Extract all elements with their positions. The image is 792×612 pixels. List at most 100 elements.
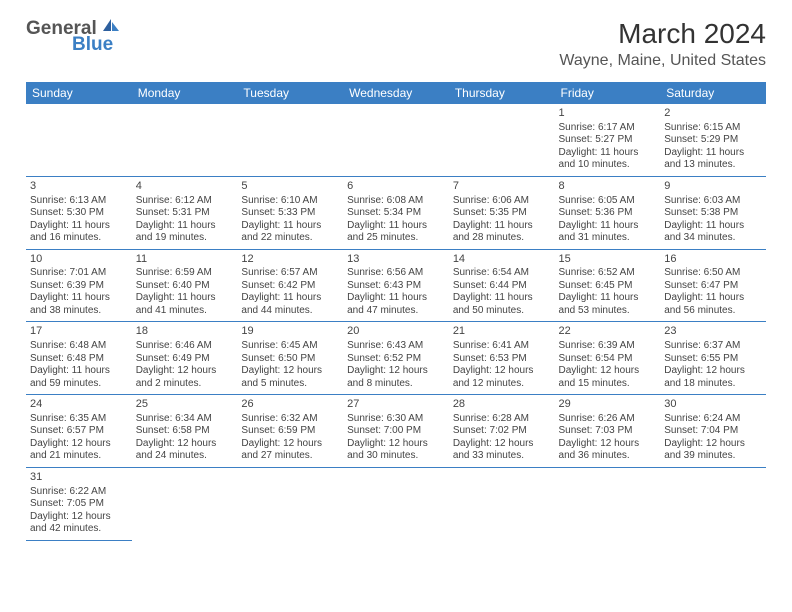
day-number: 2	[664, 107, 762, 121]
calendar-week: 24Sunrise: 6:35 AMSunset: 6:57 PM Dayligh…	[26, 395, 766, 468]
day-sunset: Sunset: 7:03 PM	[559, 425, 657, 438]
day-daylight: Daylight: 11 hours and 25 minutes.	[347, 220, 445, 245]
day-sunset: Sunset: 5:34 PM	[347, 207, 445, 220]
calendar-cell: 3Sunrise: 6:13 AMSunset: 5:30 PMDaylight…	[26, 176, 132, 249]
day-sunrise: Sunrise: 6:05 AM	[559, 195, 657, 208]
day-sunrise: Sunrise: 6:26 AM	[559, 413, 657, 426]
calendar-cell: 6Sunrise: 6:08 AMSunset: 5:34 PMDaylight…	[343, 176, 449, 249]
day-header: Sunday	[26, 82, 132, 104]
calendar-cell: 15Sunrise: 6:52 AMSunset: 6:45 PMDayligh…	[555, 249, 661, 322]
calendar-cell: 30Sunrise: 6:24 AMSunset: 7:04 PMDayligh…	[660, 395, 766, 468]
day-sunset: Sunset: 5:30 PM	[30, 207, 128, 220]
calendar-cell: 22Sunrise: 6:39 AMSunset: 6:54 PMDayligh…	[555, 322, 661, 395]
calendar-cell: 21Sunrise: 6:41 AMSunset: 6:53 PMDayligh…	[449, 322, 555, 395]
day-sunrise: Sunrise: 6:59 AM	[136, 267, 234, 280]
calendar-cell: 16Sunrise: 6:50 AMSunset: 6:47 PMDayligh…	[660, 249, 766, 322]
day-number: 28	[453, 398, 551, 412]
calendar-cell: 31Sunrise: 6:22 AMSunset: 7:05 PMDayligh…	[26, 467, 132, 540]
day-number: 31	[30, 471, 128, 485]
day-sunrise: Sunrise: 6:48 AM	[30, 340, 128, 353]
day-daylight: Daylight: 12 hours and 2 minutes.	[136, 365, 234, 390]
day-sunrise: Sunrise: 6:57 AM	[241, 267, 339, 280]
location: Wayne, Maine, United States	[559, 52, 766, 70]
day-header: Monday	[132, 82, 238, 104]
day-number: 10	[30, 253, 128, 267]
day-daylight: Daylight: 11 hours and 28 minutes.	[453, 220, 551, 245]
day-sunset: Sunset: 6:40 PM	[136, 280, 234, 293]
calendar-cell	[555, 467, 661, 540]
day-sunset: Sunset: 6:57 PM	[30, 425, 128, 438]
calendar-cell: 27Sunrise: 6:30 AMSunset: 7:00 PMDayligh…	[343, 395, 449, 468]
day-daylight: Daylight: 12 hours and 12 minutes.	[453, 365, 551, 390]
day-daylight: Daylight: 11 hours and 16 minutes.	[30, 220, 128, 245]
day-sunrise: Sunrise: 6:24 AM	[664, 413, 762, 426]
day-number: 11	[136, 253, 234, 267]
calendar-cell: 11Sunrise: 6:59 AMSunset: 6:40 PMDayligh…	[132, 249, 238, 322]
calendar-week: 1Sunrise: 6:17 AMSunset: 5:27 PMDaylight…	[26, 104, 766, 176]
day-number: 12	[241, 253, 339, 267]
day-sunset: Sunset: 6:47 PM	[664, 280, 762, 293]
day-header: Tuesday	[237, 82, 343, 104]
day-number: 30	[664, 398, 762, 412]
day-sunrise: Sunrise: 6:35 AM	[30, 413, 128, 426]
day-sunrise: Sunrise: 6:52 AM	[559, 267, 657, 280]
day-header: Thursday	[449, 82, 555, 104]
day-sunrise: Sunrise: 7:01 AM	[30, 267, 128, 280]
day-sunrise: Sunrise: 6:12 AM	[136, 195, 234, 208]
day-sunset: Sunset: 6:48 PM	[30, 353, 128, 366]
day-number: 29	[559, 398, 657, 412]
calendar-cell: 24Sunrise: 6:35 AMSunset: 6:57 PMDayligh…	[26, 395, 132, 468]
day-number: 13	[347, 253, 445, 267]
calendar-cell: 23Sunrise: 6:37 AMSunset: 6:55 PMDayligh…	[660, 322, 766, 395]
day-number: 21	[453, 325, 551, 339]
calendar-cell: 29Sunrise: 6:26 AMSunset: 7:03 PMDayligh…	[555, 395, 661, 468]
calendar-cell: 25Sunrise: 6:34 AMSunset: 6:58 PMDayligh…	[132, 395, 238, 468]
day-daylight: Daylight: 11 hours and 59 minutes.	[30, 365, 128, 390]
day-number: 3	[30, 180, 128, 194]
day-sunset: Sunset: 6:52 PM	[347, 353, 445, 366]
day-number: 24	[30, 398, 128, 412]
calendar-week: 17Sunrise: 6:48 AMSunset: 6:48 PMDayligh…	[26, 322, 766, 395]
day-sunset: Sunset: 7:04 PM	[664, 425, 762, 438]
day-daylight: Daylight: 12 hours and 33 minutes.	[453, 438, 551, 463]
day-number: 15	[559, 253, 657, 267]
day-daylight: Daylight: 11 hours and 19 minutes.	[136, 220, 234, 245]
day-sunrise: Sunrise: 6:06 AM	[453, 195, 551, 208]
day-daylight: Daylight: 11 hours and 47 minutes.	[347, 292, 445, 317]
day-sunrise: Sunrise: 6:17 AM	[559, 122, 657, 135]
day-sunrise: Sunrise: 6:28 AM	[453, 413, 551, 426]
day-number: 20	[347, 325, 445, 339]
day-daylight: Daylight: 11 hours and 56 minutes.	[664, 292, 762, 317]
calendar-cell: 14Sunrise: 6:54 AMSunset: 6:44 PMDayligh…	[449, 249, 555, 322]
calendar-cell	[449, 467, 555, 540]
day-number: 19	[241, 325, 339, 339]
calendar-cell: 13Sunrise: 6:56 AMSunset: 6:43 PMDayligh…	[343, 249, 449, 322]
day-number: 1	[559, 107, 657, 121]
day-sunrise: Sunrise: 6:46 AM	[136, 340, 234, 353]
calendar-cell	[343, 467, 449, 540]
day-number: 22	[559, 325, 657, 339]
calendar-cell	[449, 104, 555, 176]
day-number: 9	[664, 180, 762, 194]
day-sunset: Sunset: 7:05 PM	[30, 498, 128, 511]
day-daylight: Daylight: 12 hours and 18 minutes.	[664, 365, 762, 390]
day-sunrise: Sunrise: 6:41 AM	[453, 340, 551, 353]
day-sunset: Sunset: 6:44 PM	[453, 280, 551, 293]
day-sunset: Sunset: 5:36 PM	[559, 207, 657, 220]
calendar-cell: 1Sunrise: 6:17 AMSunset: 5:27 PMDaylight…	[555, 104, 661, 176]
day-number: 26	[241, 398, 339, 412]
calendar-cell: 12Sunrise: 6:57 AMSunset: 6:42 PMDayligh…	[237, 249, 343, 322]
day-sunset: Sunset: 5:29 PM	[664, 134, 762, 147]
calendar-cell	[343, 104, 449, 176]
day-sunrise: Sunrise: 6:43 AM	[347, 340, 445, 353]
day-sunset: Sunset: 6:53 PM	[453, 353, 551, 366]
calendar-cell	[237, 104, 343, 176]
day-sunrise: Sunrise: 6:56 AM	[347, 267, 445, 280]
day-number: 8	[559, 180, 657, 194]
calendar-cell: 2Sunrise: 6:15 AMSunset: 5:29 PMDaylight…	[660, 104, 766, 176]
calendar-body: 1Sunrise: 6:17 AMSunset: 5:27 PMDaylight…	[26, 104, 766, 540]
day-number: 25	[136, 398, 234, 412]
calendar-cell	[237, 467, 343, 540]
calendar-cell: 9Sunrise: 6:03 AMSunset: 5:38 PMDaylight…	[660, 176, 766, 249]
day-sunset: Sunset: 5:38 PM	[664, 207, 762, 220]
